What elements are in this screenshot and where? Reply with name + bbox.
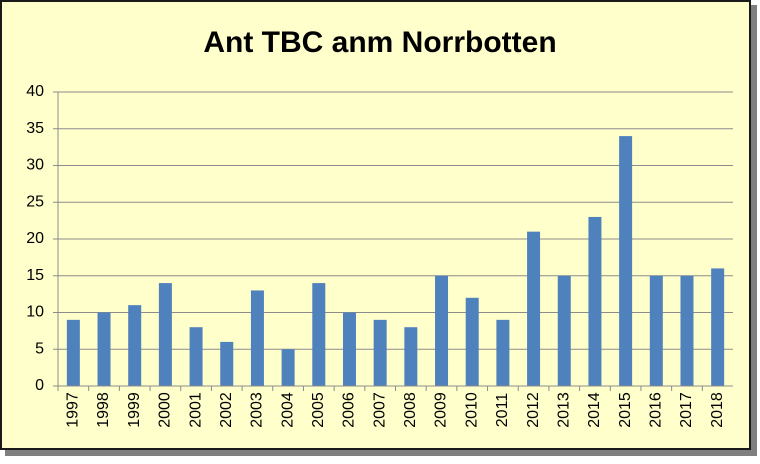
bar xyxy=(404,327,418,386)
bar xyxy=(189,327,203,386)
y-tick-label: 30 xyxy=(26,157,44,174)
x-tick-label: 2012 xyxy=(525,392,542,428)
y-tick-label: 25 xyxy=(26,193,44,210)
bar xyxy=(220,341,234,386)
bar xyxy=(649,275,663,386)
x-tick-label: 2004 xyxy=(279,392,296,428)
x-tick-label: 2000 xyxy=(157,392,174,428)
x-tick-label: 2001 xyxy=(187,392,204,428)
bar xyxy=(527,231,541,386)
bar xyxy=(97,312,111,386)
bar xyxy=(66,319,80,386)
x-tick-label: 2005 xyxy=(310,392,327,428)
x-tick-label: 2003 xyxy=(249,392,266,428)
y-tick-label: 15 xyxy=(26,267,44,284)
y-tick-label: 5 xyxy=(35,340,44,357)
x-tick-label: 2002 xyxy=(218,392,235,428)
bar xyxy=(281,349,295,386)
bar xyxy=(435,275,449,386)
x-tick-label: 2018 xyxy=(709,392,726,428)
x-tick-label: 2013 xyxy=(555,392,572,428)
bar xyxy=(373,319,387,386)
bar xyxy=(250,290,264,386)
bar xyxy=(496,319,510,386)
bar xyxy=(557,275,571,386)
x-tick-label: 2010 xyxy=(463,392,480,428)
x-tick-label: 2017 xyxy=(678,392,695,428)
x-tick-label: 1999 xyxy=(126,392,143,428)
y-tick-label: 35 xyxy=(26,120,44,137)
x-tick-label: 2006 xyxy=(341,392,358,428)
bar xyxy=(619,136,633,386)
bar xyxy=(342,312,356,386)
bar xyxy=(588,216,602,386)
bar xyxy=(312,283,326,386)
y-tick-label: 20 xyxy=(26,230,44,247)
y-tick-label: 0 xyxy=(35,377,44,394)
bar xyxy=(465,297,479,386)
x-tick-label: 2008 xyxy=(402,392,419,428)
x-tick-label: 2011 xyxy=(494,393,511,428)
x-tick-label: 2014 xyxy=(586,392,603,428)
x-tick-label: 1998 xyxy=(95,392,112,428)
bar xyxy=(711,268,725,386)
bar xyxy=(158,283,172,386)
x-tick-label: 2016 xyxy=(648,392,665,428)
x-tick-label: 2015 xyxy=(617,392,634,428)
y-tick-label: 40 xyxy=(26,83,44,100)
y-tick-label: 10 xyxy=(26,304,44,321)
x-tick-label: 1997 xyxy=(65,392,82,428)
x-tick-label: 2009 xyxy=(433,392,450,428)
x-tick-label: 2007 xyxy=(371,392,388,428)
bar xyxy=(680,275,694,386)
chart-title: Ant TBC anm Norrbotten xyxy=(203,26,556,59)
bar xyxy=(128,305,142,386)
